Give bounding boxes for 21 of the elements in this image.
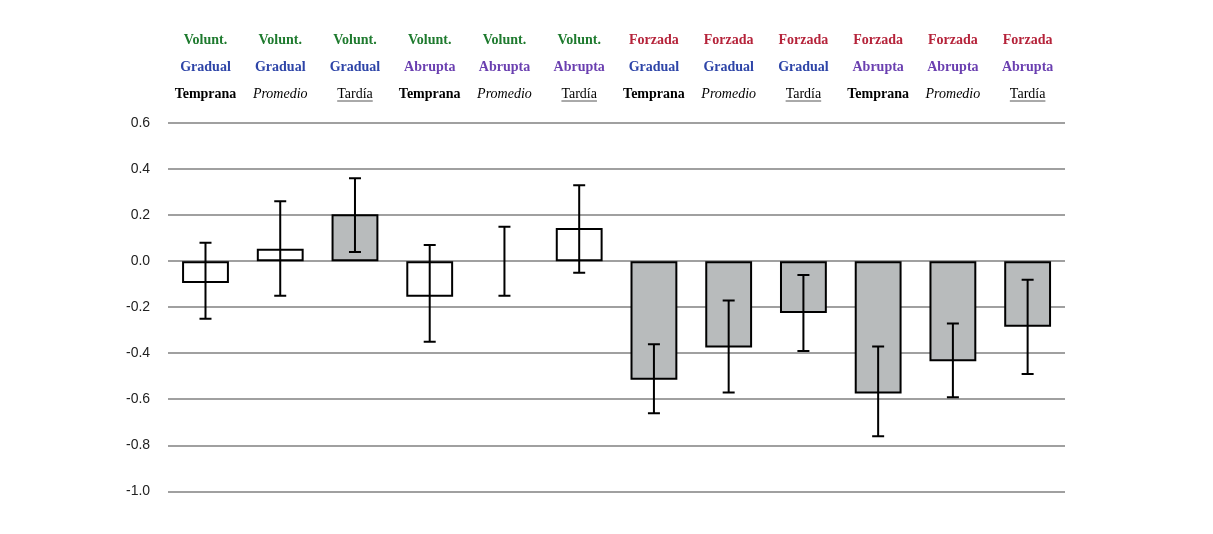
x-tick-label: Forzada Abrupta Tardía [1001, 32, 1054, 101]
x-tick-label: Volunt. Gradual Temprana [174, 32, 237, 101]
y-tick-label: 0.6 [130, 113, 151, 130]
y-tick-label: 0.2 [130, 206, 151, 223]
x-tick-label: Volunt. Gradual Promedio [251, 32, 308, 101]
y-tick-label: -0.8 [126, 436, 151, 453]
x-tick-label: Forzada Abrupta Temprana [847, 32, 910, 101]
x-tick-label: Volunt. Abrupta Temprana [398, 32, 461, 101]
y-tick-label: -1.0 [126, 482, 151, 499]
y-tick-label: -0.2 [126, 298, 151, 315]
x-tick-label: Volunt. Gradual Tardía [329, 32, 381, 101]
x-tick-label: Forzada Gradual Temprana [623, 32, 685, 101]
x-tick-label: Volunt. Abrupta Promedio [476, 32, 532, 101]
y-tick-label: -0.4 [126, 344, 151, 361]
y-tick-label: -0.6 [126, 390, 151, 407]
y-tick-label: 0.4 [130, 159, 151, 176]
x-tick-label: Forzada Gradual Tardía [778, 32, 829, 101]
x-tick-label: Forzada Abrupta Promedio [924, 32, 981, 101]
y-tick-label: 0.0 [130, 252, 151, 269]
x-tick-label: Volunt. Abrupta Tardía [553, 32, 605, 101]
x-tick-label: Forzada Gradual Promedio [700, 32, 757, 101]
